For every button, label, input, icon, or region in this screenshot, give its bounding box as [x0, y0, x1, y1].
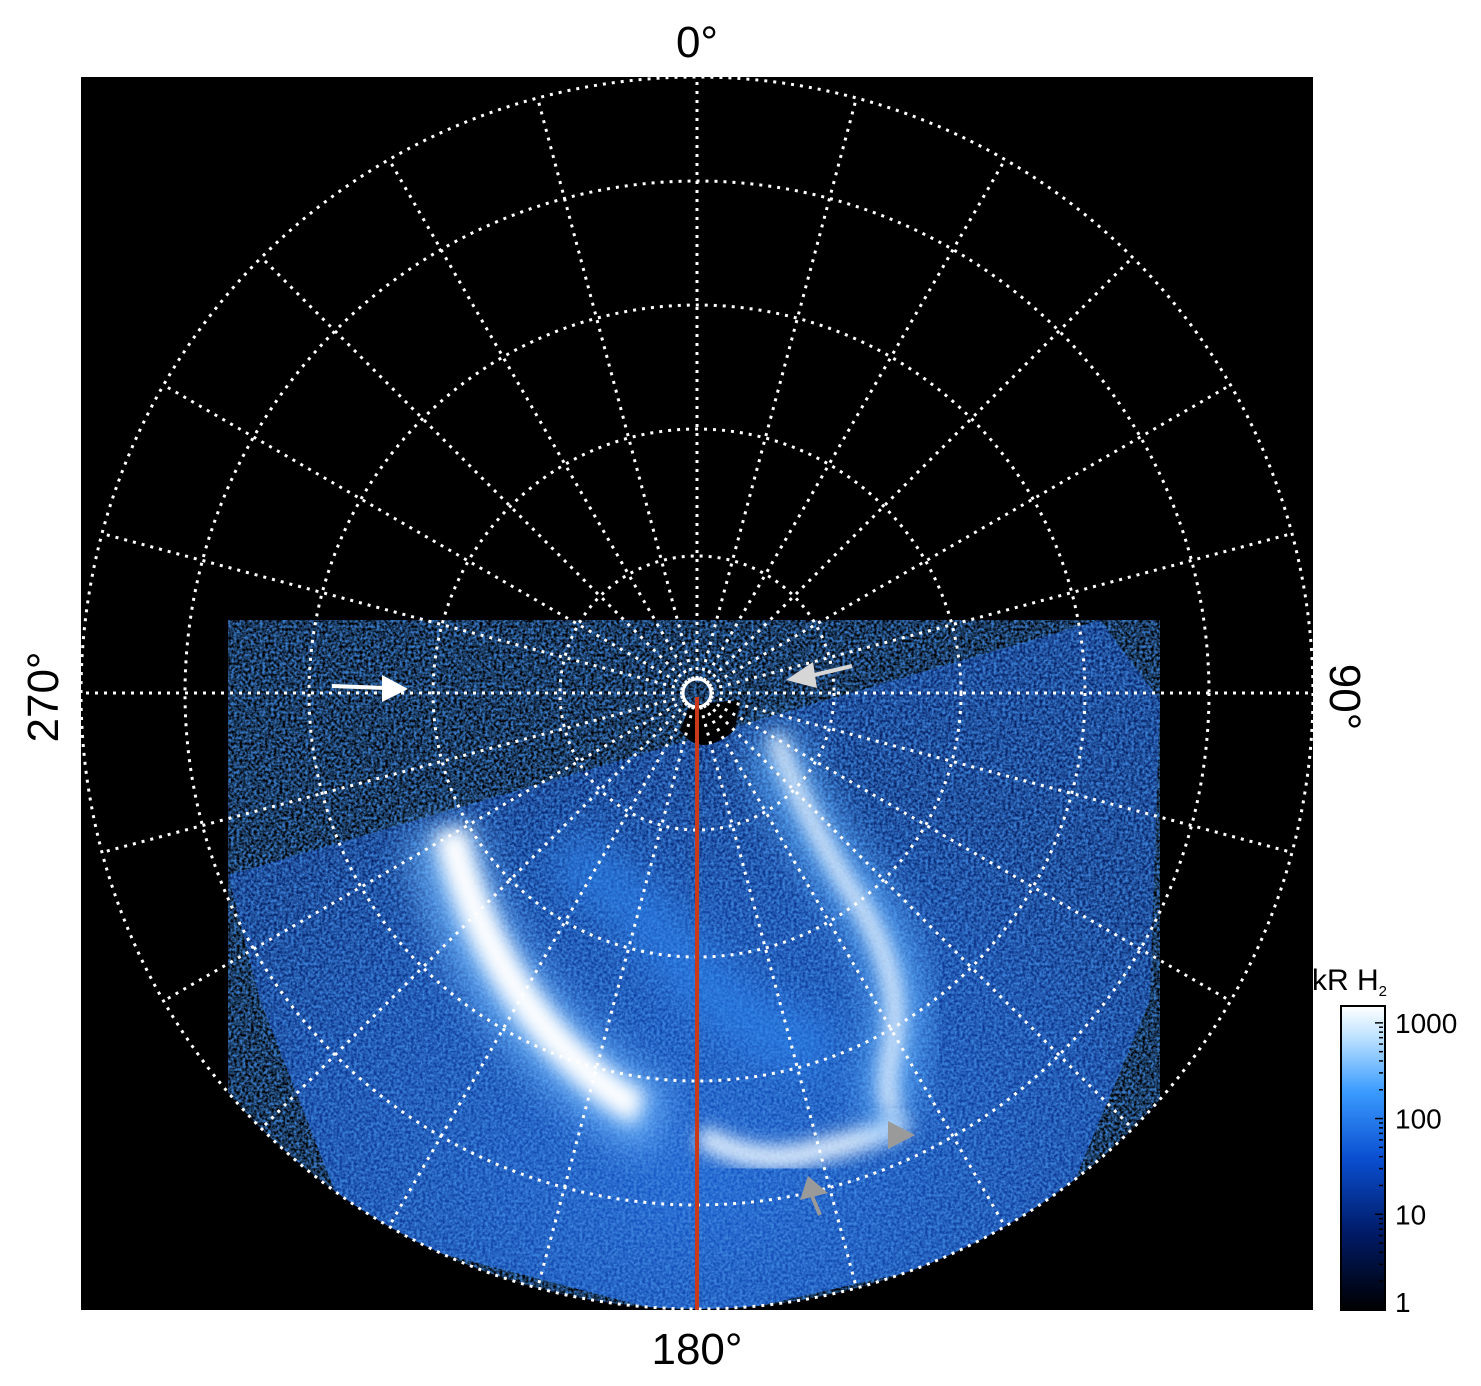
longitude-spoke	[705, 256, 1134, 685]
longitude-spoke	[387, 704, 692, 1228]
longitude-spoke	[387, 158, 692, 682]
longitude-spoke	[699, 97, 858, 680]
main-oval-left-arc	[433, 826, 647, 1125]
colorbar-tick-label: 1000	[1395, 1008, 1457, 1039]
longitude-spoke	[101, 532, 684, 691]
longitude-spoke	[162, 698, 686, 1003]
colorbar-gradient	[1340, 1005, 1386, 1311]
main-oval-right-arc	[768, 732, 902, 1119]
longitude-spoke	[536, 97, 695, 680]
gray-arrow-bottom	[800, 1176, 828, 1216]
longitude-spoke	[710, 532, 1293, 691]
colorbar-ticks: 1000 100 10 1	[1375, 1008, 1457, 1318]
longitude-spoke	[536, 706, 695, 1289]
longitude-spoke	[101, 695, 684, 854]
longitude-spoke	[708, 698, 1232, 1003]
image-content	[81, 77, 1313, 1310]
gray-arrow-lower-right	[888, 1121, 915, 1149]
longitude-spoke	[708, 383, 1232, 688]
longitude-spoke	[710, 695, 1293, 854]
latitude-circle	[307, 303, 1087, 1083]
longitude-spoke	[260, 701, 689, 1130]
aurora-region	[228, 620, 1160, 1309]
lightgray-arrow-upper-right	[786, 662, 853, 688]
inner-diffuse-emission	[543, 824, 835, 1080]
colorbar-tick-label: 10	[1395, 1199, 1426, 1230]
longitude-spoke	[699, 706, 858, 1289]
label-bottom: 180°	[651, 1325, 742, 1374]
colorbar-tick-label: 100	[1395, 1104, 1442, 1135]
colorbar-tick-label: 1	[1395, 1287, 1411, 1318]
colorbar-title: kR H2	[1312, 964, 1387, 1000]
longitude-spoke	[162, 383, 686, 688]
longitude-spoke	[705, 701, 1134, 1130]
label-right: 90°	[1320, 664, 1369, 731]
longitude-spoke	[260, 256, 689, 685]
white-arrow-left	[331, 675, 408, 702]
latitude-circle	[558, 554, 836, 832]
colorbar: kR H2 1000 100 10 1	[1312, 964, 1457, 1318]
label-top: 0°	[676, 18, 718, 67]
longitude-spoke	[702, 704, 1007, 1228]
label-left: 270°	[19, 651, 68, 742]
longitude-spoke	[702, 158, 1007, 682]
